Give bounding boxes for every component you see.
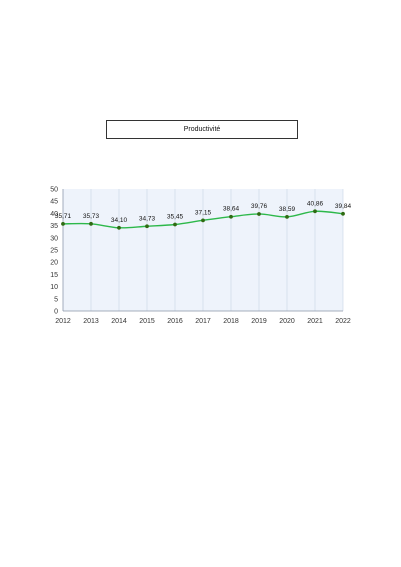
data-point [145, 224, 149, 229]
x-tick-label: 2022 [335, 318, 351, 325]
data-point [117, 225, 121, 230]
data-label: 39,76 [251, 203, 268, 210]
x-tick-label: 2015 [139, 318, 155, 325]
data-point [61, 221, 65, 226]
data-label: 38,64 [223, 206, 240, 213]
y-tick-label: 20 [50, 260, 58, 267]
x-tick-label: 2021 [307, 318, 323, 325]
data-point [313, 209, 317, 214]
x-tick-label: 2014 [111, 318, 127, 325]
data-point [201, 218, 205, 223]
x-tick-label: 2016 [167, 318, 183, 325]
x-tick-label: 2013 [83, 318, 99, 325]
data-point [173, 222, 177, 227]
x-tick-label: 2020 [279, 318, 295, 325]
y-tick-label: 0 [54, 309, 58, 316]
y-tick-label: 25 [50, 248, 58, 255]
data-label: 34,10 [111, 217, 128, 224]
data-label: 38,59 [279, 206, 296, 213]
data-label: 34,73 [139, 215, 156, 222]
x-tick-label: 2017 [195, 318, 211, 325]
y-tick-label: 15 [50, 272, 58, 279]
y-tick-label: 40 [50, 211, 58, 218]
chart-title: Productivité [106, 120, 298, 139]
data-label: 37,15 [195, 209, 212, 216]
y-tick-label: 45 [50, 199, 58, 206]
x-tick-label: 2012 [55, 318, 71, 325]
data-label: 39,84 [335, 203, 352, 210]
data-label: 35,71 [55, 213, 72, 220]
data-point [229, 214, 233, 219]
y-tick-label: 10 [50, 284, 58, 291]
y-tick-label: 50 [50, 187, 58, 194]
y-tick-label: 5 [54, 296, 58, 303]
data-label: 35,45 [167, 214, 184, 221]
data-point [285, 214, 289, 219]
data-point [341, 211, 345, 216]
x-tick-label: 2018 [223, 318, 239, 325]
y-tick-label: 30 [50, 235, 58, 242]
data-label: 40,86 [307, 200, 324, 207]
data-label: 35,73 [83, 213, 100, 220]
data-point [89, 221, 93, 226]
data-point [257, 212, 261, 216]
y-tick-label: 35 [50, 223, 58, 230]
x-tick-label: 2019 [251, 318, 267, 325]
